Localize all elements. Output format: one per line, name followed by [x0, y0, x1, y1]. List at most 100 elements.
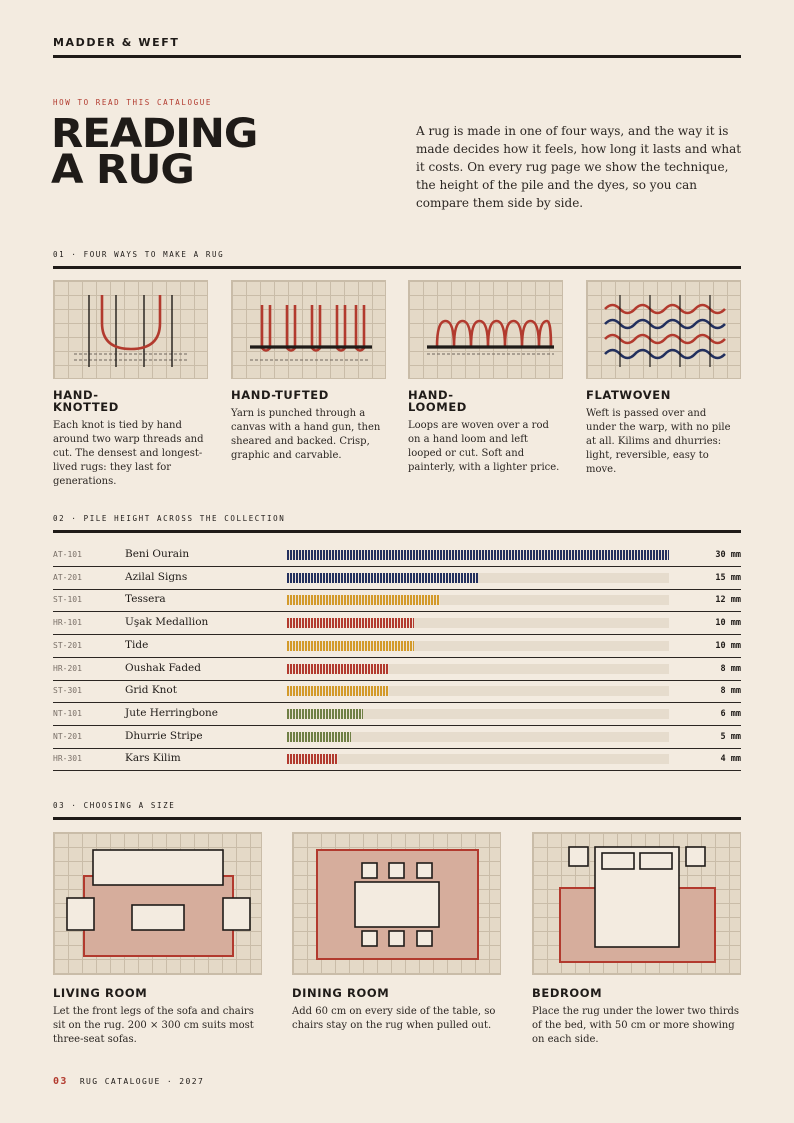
pile-code: AT-201	[53, 572, 82, 582]
pile-code: NT-201	[53, 731, 82, 741]
section-3-label: 03 · CHOOSING A SIZE	[53, 801, 176, 810]
pile-bar-track	[287, 708, 669, 719]
pile-bar	[287, 731, 351, 742]
pile-value: 5 mm	[720, 731, 741, 742]
bedroom-diagram	[532, 832, 741, 975]
pile-code: HR-301	[53, 754, 82, 764]
pile-row: NT-101 Jute Herringbone 6 mm	[53, 703, 741, 726]
technique-title-flatwoven: FLATWOVEN	[586, 388, 671, 402]
pile-code: AT-101	[53, 550, 82, 559]
technique-desc-hand-tufted: Yarn is punched through a canvas with a …	[231, 408, 381, 461]
pile-row: NT-201 Dhurrie Stripe 5 mm	[53, 726, 741, 749]
page-title: READING A RUG	[51, 111, 413, 193]
room-title-living: LIVING ROOM	[53, 986, 148, 1000]
technique-title-hand-tufted: HAND-TUFTED	[231, 388, 329, 402]
flatwoven-illustration	[586, 280, 741, 379]
pile-rug-name: Tessera	[125, 593, 166, 606]
pile-bar	[287, 595, 440, 606]
pile-rug-name: Tide	[125, 638, 149, 651]
pile-bar	[287, 618, 414, 629]
room-desc-living: Let the front legs of the sofa and chair…	[53, 1006, 254, 1045]
pile-bar	[287, 572, 478, 583]
pile-rug-name: Kars Kilim	[125, 752, 181, 765]
pile-row: AT-201 Azilal Signs 15 mm	[53, 567, 741, 590]
hand-loomed-diagram	[427, 319, 554, 355]
dining-room-diagram	[292, 832, 501, 975]
pile-value: 8 mm	[720, 686, 741, 697]
technique-desc-hand-loomed: Loops are woven over a rod on a hand loo…	[408, 420, 560, 473]
dining-room-plan	[316, 849, 479, 960]
pile-bar	[287, 640, 414, 651]
pile-value: 8 mm	[720, 663, 741, 674]
pile-value: 15 mm	[715, 572, 741, 583]
pile-row: ST-301 Grid Knot 8 mm	[53, 680, 741, 704]
pile-bar	[287, 686, 389, 697]
flatwoven-diagram	[604, 295, 726, 367]
hand-loomed-illustration	[408, 280, 563, 379]
pile-row: AT-101 Beni Ourain 30 mm	[53, 544, 741, 567]
section-2-rule	[53, 530, 741, 533]
pile-bar-track	[287, 572, 669, 583]
section-3-rule	[53, 817, 741, 820]
technique-title-hand-loomed: HAND-LOOMED	[408, 388, 467, 414]
technique-desc-hand-knotted: Each knot is tied by hand around two war…	[53, 420, 204, 487]
pile-row: HR-201 Oushak Faded 8 mm	[53, 658, 741, 681]
pile-bar	[287, 550, 669, 560]
pile-rug-name: Azilal Signs	[125, 570, 188, 583]
hand-knotted-illustration	[53, 280, 208, 379]
living-room-diagram	[53, 832, 262, 975]
hand-tufted-diagram	[250, 305, 372, 361]
pile-value: 6 mm	[720, 708, 741, 719]
pile-code: ST-201	[53, 640, 82, 650]
pile-bar	[287, 754, 338, 765]
header-rule	[53, 55, 741, 58]
page-number: 03	[53, 1076, 68, 1087]
footer: 03 RUG CATALOGUE · 2027	[53, 1076, 204, 1087]
pile-code: ST-301	[53, 686, 82, 696]
pile-rug-name: Jute Herringbone	[125, 706, 219, 719]
room-desc-bedroom: Place the rug under the lower two thirds…	[532, 1006, 740, 1045]
pile-rug-name: Uşak Medallion	[125, 616, 209, 629]
pile-value: 12 mm	[715, 595, 741, 606]
pile-rug-name: Beni Ourain	[125, 548, 190, 560]
pile-bar-track	[287, 595, 669, 606]
title-line-1: READING	[51, 111, 258, 157]
intro-paragraph: A rug is made in one of four ways, and t…	[416, 124, 742, 210]
hand-knotted-diagram	[74, 295, 189, 367]
pile-code: HR-101	[53, 618, 82, 628]
pile-rug-name: Oushak Faded	[125, 661, 201, 674]
pile-rug-name: Dhurrie Stripe	[125, 729, 203, 742]
pile-bar-track	[287, 550, 669, 560]
section-1-rule	[53, 266, 741, 269]
pile-bar-track	[287, 640, 669, 651]
pile-bar	[287, 708, 363, 719]
footer-text: RUG CATALOGUE · 2027	[79, 1077, 205, 1086]
technique-title-hand-knotted: HAND-KNOTTED	[53, 388, 119, 414]
pile-value: 10 mm	[715, 618, 741, 629]
room-title-bedroom: BEDROOM	[532, 986, 603, 1000]
pile-value: 4 mm	[720, 754, 741, 765]
living-room-plan	[66, 849, 251, 957]
pile-row: ST-101 Tessera 12 mm	[53, 589, 741, 613]
pile-bar-track	[287, 731, 669, 742]
section-1-label: 01 · FOUR WAYS TO MAKE A RUG	[53, 250, 225, 259]
pile-code: ST-101	[53, 595, 82, 605]
pile-row: HR-301 Kars Kilim 4 mm	[53, 748, 741, 772]
pile-bar-track	[287, 663, 669, 674]
pile-bar	[287, 663, 389, 674]
kicker: HOW TO READ THIS CATALOGUE	[53, 98, 212, 107]
pile-row: HR-101 Uşak Medallion 10 mm	[53, 612, 741, 636]
technique-desc-flatwoven: Weft is passed over and under the warp, …	[586, 408, 731, 475]
title-line-2: A RUG	[51, 147, 195, 193]
pile-value: 30 mm	[715, 550, 741, 560]
pile-bar-track	[287, 618, 669, 629]
pile-bar-track	[287, 754, 669, 765]
section-2-label: 02 · PILE HEIGHT ACROSS THE COLLECTION	[53, 514, 286, 523]
room-title-dining: DINING ROOM	[292, 986, 390, 1000]
brand-name: MADDER & WEFT	[53, 36, 180, 49]
bedroom-plan	[559, 846, 716, 963]
pile-rug-name: Grid Knot	[125, 684, 177, 697]
pile-code: HR-201	[53, 663, 82, 673]
hand-tufted-illustration	[231, 280, 386, 379]
pile-bar-track	[287, 686, 669, 697]
